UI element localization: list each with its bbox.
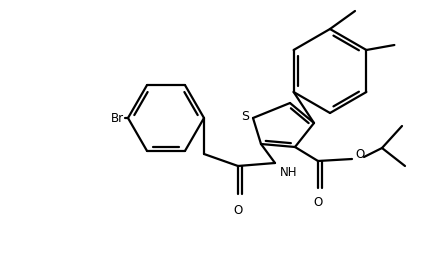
Text: Br: Br (111, 111, 124, 124)
Text: NH: NH (280, 166, 298, 179)
Text: O: O (355, 148, 364, 161)
Text: O: O (233, 204, 243, 217)
Text: S: S (241, 110, 249, 123)
Text: O: O (314, 196, 323, 209)
